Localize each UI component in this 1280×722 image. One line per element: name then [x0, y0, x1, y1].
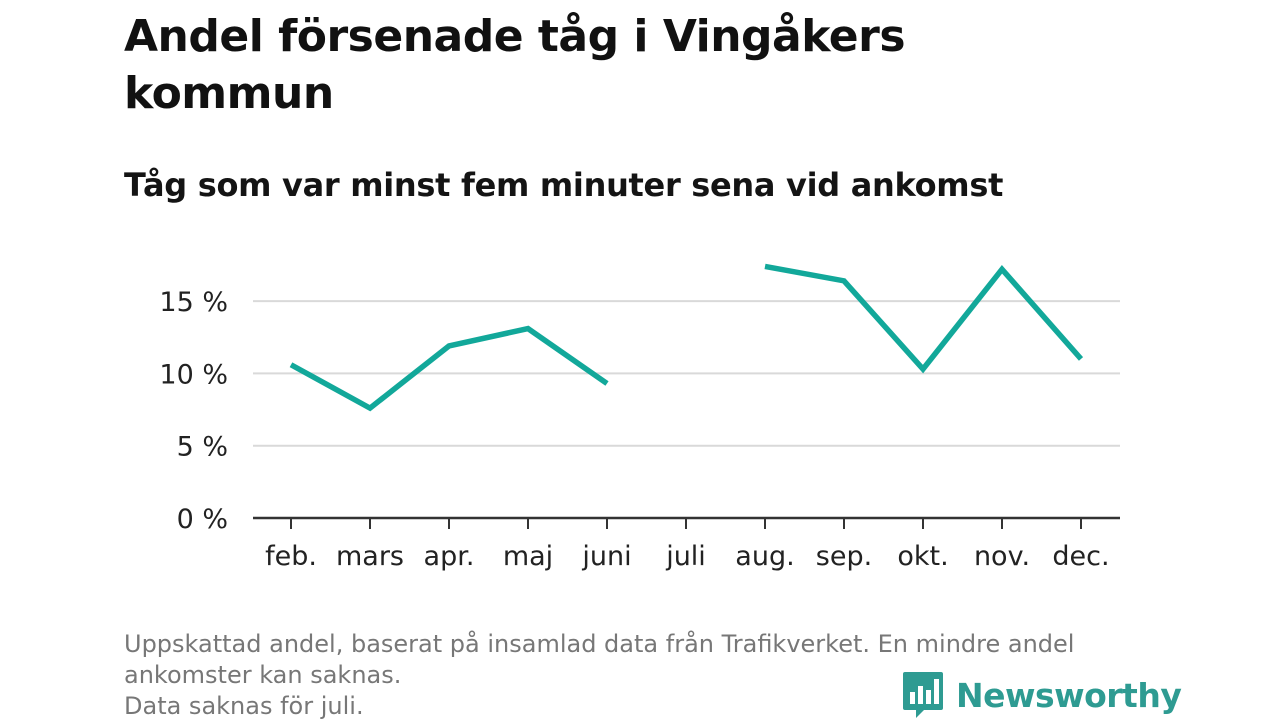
x-tick-label: dec.	[1052, 541, 1109, 572]
y-axis-ticks: 0 % 5 % 10 % 15 %	[159, 287, 228, 535]
brand-name: Newsworthy	[956, 676, 1181, 715]
series-line-segment-1	[291, 329, 607, 409]
grid-lines	[253, 301, 1120, 446]
chart-subtitle: Tåg som var minst fem minuter sena vid a…	[124, 164, 1003, 206]
x-tick-label: sep.	[816, 541, 872, 572]
x-tick-label: juli	[665, 541, 706, 572]
x-tick-label: mars	[336, 541, 404, 572]
footnote-line-1: Uppskattad andel, baserat på insamlad da…	[124, 629, 1164, 660]
x-tick-label: maj	[503, 541, 553, 572]
x-tick-label: nov.	[974, 541, 1030, 572]
brand-logo: Newsworthy	[902, 670, 1181, 720]
y-tick-label: 5 %	[177, 432, 228, 463]
x-tick-label: juni	[581, 541, 631, 572]
series-line-segment-2	[765, 266, 1081, 369]
chart-title: Andel försenade tåg i Vingåkers kommun	[124, 8, 1124, 122]
x-tick-label: feb.	[265, 541, 317, 572]
x-tick-label: apr.	[424, 541, 475, 572]
x-axis	[253, 518, 1120, 529]
newsworthy-bar-chart-icon	[902, 670, 944, 720]
y-tick-label: 10 %	[159, 359, 228, 390]
x-tick-label: okt.	[897, 541, 948, 572]
y-tick-label: 0 %	[177, 504, 228, 535]
x-tick-label: aug.	[735, 541, 794, 572]
series-lines	[291, 266, 1081, 408]
y-tick-label: 15 %	[159, 287, 228, 318]
